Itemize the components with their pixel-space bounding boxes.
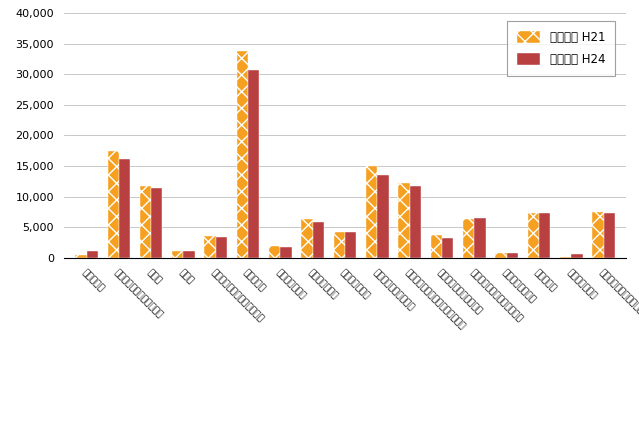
Bar [571,254,583,258]
Bar [86,251,98,258]
Bar [474,218,486,258]
Legend: 事業所数 H21, 事業所数 H24: 事業所数 H21, 事業所数 H24 [507,21,615,76]
Bar [366,166,378,258]
Bar [398,183,410,258]
Bar [140,186,151,258]
Bar [151,188,162,258]
Bar [172,251,183,258]
Bar [107,151,119,258]
Bar [592,212,604,258]
Bar [539,213,550,258]
Bar [431,235,442,258]
Bar [248,71,259,258]
Bar [312,222,324,258]
Bar [183,251,195,258]
Bar [334,232,345,258]
Bar [463,219,474,258]
Bar [604,213,615,258]
Bar [75,255,86,258]
Bar [237,51,248,258]
Bar [410,186,421,258]
Bar [345,232,357,258]
Bar [442,238,453,258]
Bar [204,236,216,258]
Bar [302,219,312,258]
Bar [281,247,292,258]
Bar [507,253,518,258]
Bar [269,246,281,258]
Bar [378,175,389,258]
Bar [528,213,539,258]
Bar [119,159,130,258]
Bar [216,237,227,258]
Bar [495,253,507,258]
